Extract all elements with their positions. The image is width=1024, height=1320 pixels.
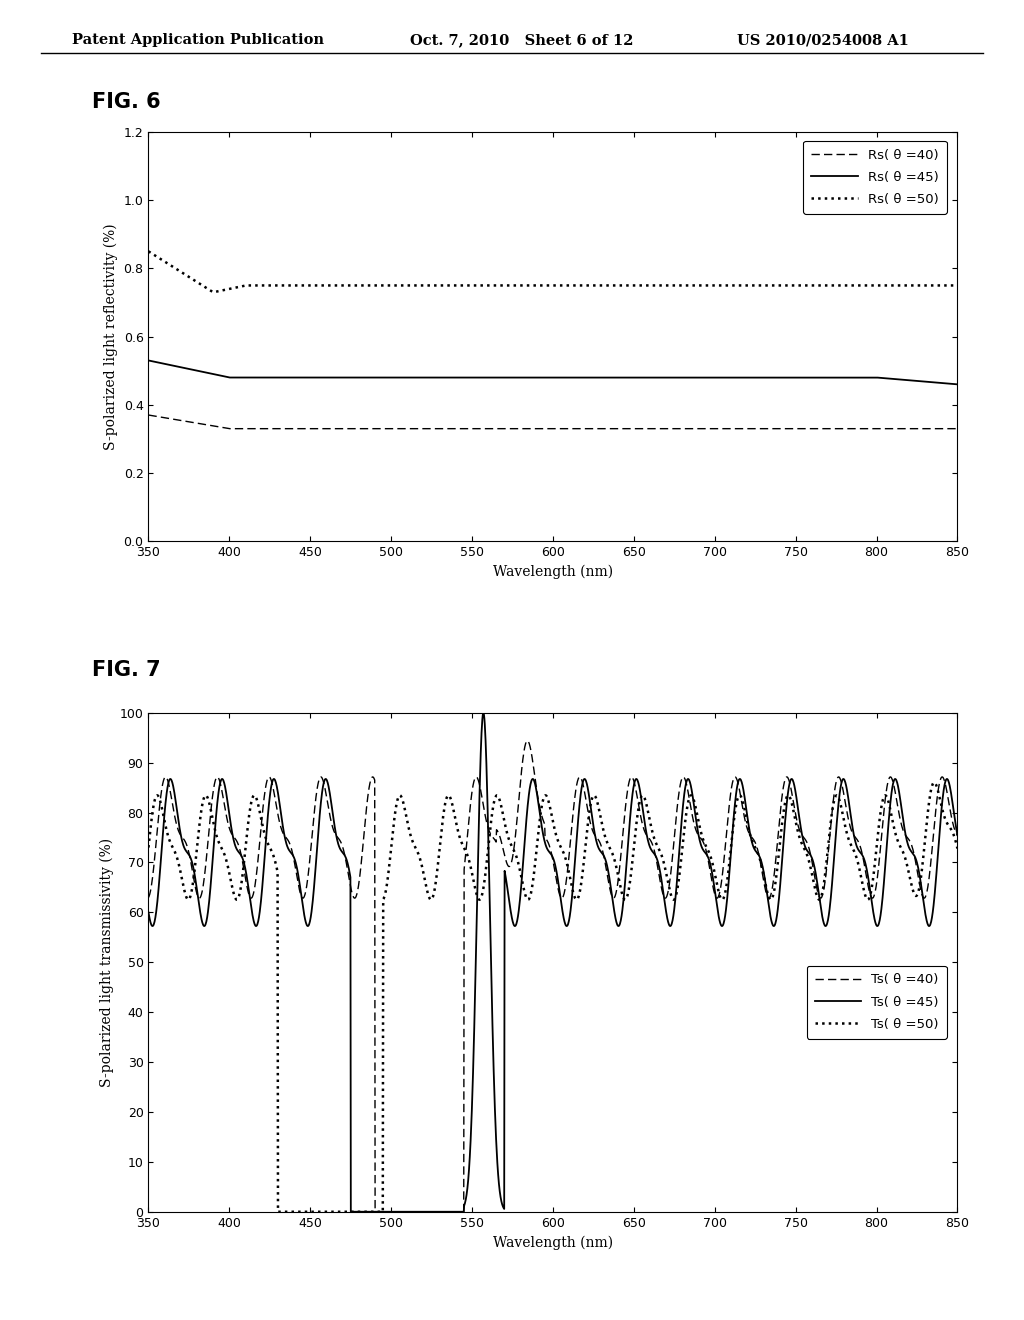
- Ts( θ =45): [515, 878, 527, 894]
- Ts( θ =45): [928, 890, 940, 906]
- Ts( θ =45): [345, 1204, 357, 1220]
- Rs( θ =40): [183, 414, 196, 430]
- Ts( θ =45): [142, 904, 155, 920]
- Rs( θ =40): [537, 421, 549, 437]
- Rs( θ =45): [951, 376, 964, 392]
- Line: Ts( θ =50): Ts( θ =50): [148, 783, 957, 1212]
- Rs( θ =40): [928, 421, 940, 437]
- Line: Rs( θ =50): Rs( θ =50): [148, 251, 957, 292]
- Ts( θ =40): [928, 817, 940, 833]
- Ts( θ =50): [142, 840, 155, 855]
- X-axis label: Wavelength (nm): Wavelength (nm): [493, 1236, 613, 1250]
- Ts( θ =40): [929, 812, 941, 828]
- Line: Ts( θ =45): Ts( θ =45): [148, 713, 957, 1212]
- Rs( θ =50): [951, 277, 964, 293]
- Ts( θ =50): [183, 890, 196, 906]
- Rs( θ =45): [928, 375, 940, 391]
- Rs( θ =50): [537, 277, 549, 293]
- Rs( θ =50): [142, 243, 155, 259]
- Legend: Rs( θ =40), Rs( θ =45), Rs( θ =50): Rs( θ =40), Rs( θ =45), Rs( θ =50): [804, 141, 947, 214]
- Text: FIG. 6: FIG. 6: [92, 92, 161, 112]
- Ts( θ =40): [951, 828, 964, 843]
- Y-axis label: S-polarized light transmissivity (%): S-polarized light transmissivity (%): [99, 838, 115, 1086]
- Rs( θ =40): [928, 421, 940, 437]
- Rs( θ =50): [779, 277, 792, 293]
- Rs( θ =40): [951, 421, 964, 437]
- Ts( θ =45): [951, 828, 964, 843]
- Rs( θ =50): [515, 277, 527, 293]
- Text: US 2010/0254008 A1: US 2010/0254008 A1: [737, 33, 909, 48]
- Ts( θ =50): [929, 775, 941, 791]
- Ts( θ =45): [183, 849, 196, 865]
- Rs( θ =45): [779, 370, 792, 385]
- Ts( θ =40): [369, 1204, 381, 1220]
- Rs( θ =45): [928, 375, 940, 391]
- Line: Rs( θ =45): Rs( θ =45): [148, 360, 957, 384]
- Ts( θ =45): [929, 886, 941, 902]
- Ts( θ =50): [928, 775, 940, 791]
- Ts( θ =45): [780, 801, 793, 817]
- Ts( θ =40): [780, 770, 793, 785]
- Text: Oct. 7, 2010   Sheet 6 of 12: Oct. 7, 2010 Sheet 6 of 12: [410, 33, 633, 48]
- Rs( θ =50): [928, 277, 940, 293]
- Ts( θ =45): [537, 824, 549, 840]
- Ts( θ =50): [951, 841, 964, 857]
- Y-axis label: S-polarized light reflectivity (%): S-polarized light reflectivity (%): [103, 223, 118, 450]
- Ts( θ =50): [271, 1204, 284, 1220]
- Rs( θ =45): [142, 352, 155, 368]
- Ts( θ =40): [183, 849, 196, 865]
- Rs( θ =45): [183, 362, 196, 378]
- Ts( θ =40): [515, 771, 527, 787]
- Rs( θ =50): [928, 277, 940, 293]
- Text: FIG. 7: FIG. 7: [92, 660, 161, 680]
- Rs( θ =45): [536, 370, 548, 385]
- Ts( θ =50): [537, 796, 549, 812]
- Ts( θ =50): [515, 866, 527, 882]
- Ts( θ =40): [521, 733, 534, 748]
- Rs( θ =40): [142, 407, 155, 422]
- Rs( θ =50): [183, 269, 196, 285]
- Ts( θ =50): [928, 775, 940, 791]
- Ts( θ =40): [537, 810, 549, 826]
- Rs( θ =45): [514, 370, 526, 385]
- Legend: Ts( θ =40), Ts( θ =45), Ts( θ =50): Ts( θ =40), Ts( θ =45), Ts( θ =50): [807, 965, 947, 1039]
- Line: Rs( θ =40): Rs( θ =40): [148, 414, 957, 429]
- X-axis label: Wavelength (nm): Wavelength (nm): [493, 565, 613, 579]
- Rs( θ =50): [207, 284, 219, 300]
- Line: Ts( θ =40): Ts( θ =40): [148, 741, 957, 1212]
- Text: Patent Application Publication: Patent Application Publication: [72, 33, 324, 48]
- Ts( θ =45): [477, 705, 489, 721]
- Rs( θ =40): [515, 421, 527, 437]
- Ts( θ =50): [779, 792, 792, 808]
- Rs( θ =40): [223, 421, 236, 437]
- Rs( θ =40): [779, 421, 792, 437]
- Ts( θ =40): [142, 890, 155, 906]
